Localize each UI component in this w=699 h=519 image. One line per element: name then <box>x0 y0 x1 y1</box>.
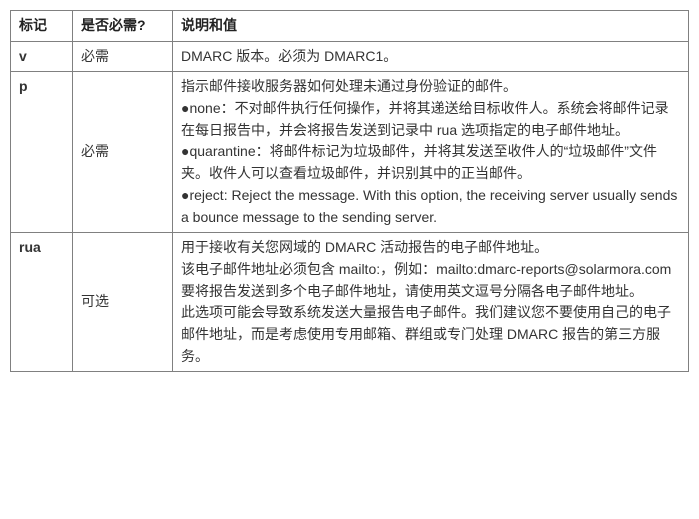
cell-desc: DMARC 版本。必须为 DMARC1。 <box>173 41 689 72</box>
cell-required: 可选 <box>73 233 173 372</box>
desc-bullet: ●reject: Reject the message. With this o… <box>181 185 680 228</box>
desc-bullet: 要将报告发送到多个电子邮件地址，请使用英文逗号分隔各电子邮件地址。 <box>181 281 680 303</box>
desc-bullet: 该电子邮件地址必须包含 mailto:，例如：mailto:dmarc-repo… <box>181 259 680 281</box>
table-row: v 必需 DMARC 版本。必须为 DMARC1。 <box>11 41 689 72</box>
dmarc-tags-table: 标记 是否必需? 说明和值 v 必需 DMARC 版本。必须为 DMARC1。 … <box>10 10 689 372</box>
desc-intro: DMARC 版本。必须为 DMARC1。 <box>181 48 397 64</box>
col-header-required: 是否必需? <box>73 11 173 42</box>
desc-bullet: ●quarantine：将邮件标记为垃圾邮件，并将其发送至收件人的“垃圾邮件”文… <box>181 141 680 184</box>
desc-intro: 指示邮件接收服务器如何处理未通过身份验证的邮件。 <box>181 78 517 94</box>
desc-intro: 用于接收有关您网域的 DMARC 活动报告的电子邮件地址。 <box>181 239 548 255</box>
cell-desc: 指示邮件接收服务器如何处理未通过身份验证的邮件。 ●none：不对邮件执行任何操… <box>173 72 689 233</box>
desc-bullet: 此选项可能会导致系统发送大量报告电子邮件。我们建议您不要使用自己的电子邮件地址，… <box>181 302 680 367</box>
table-row: p 必需 指示邮件接收服务器如何处理未通过身份验证的邮件。 ●none：不对邮件… <box>11 72 689 233</box>
cell-tag: rua <box>11 233 73 372</box>
cell-tag: v <box>11 41 73 72</box>
cell-required: 必需 <box>73 72 173 233</box>
table-row: rua 可选 用于接收有关您网域的 DMARC 活动报告的电子邮件地址。 该电子… <box>11 233 689 372</box>
desc-bullet: ●none：不对邮件执行任何操作，并将其递送给目标收件人。系统会将邮件记录在每日… <box>181 98 680 141</box>
col-header-desc: 说明和值 <box>173 11 689 42</box>
cell-tag: p <box>11 72 73 233</box>
table-header-row: 标记 是否必需? 说明和值 <box>11 11 689 42</box>
col-header-tag: 标记 <box>11 11 73 42</box>
cell-required: 必需 <box>73 41 173 72</box>
cell-desc: 用于接收有关您网域的 DMARC 活动报告的电子邮件地址。 该电子邮件地址必须包… <box>173 233 689 372</box>
